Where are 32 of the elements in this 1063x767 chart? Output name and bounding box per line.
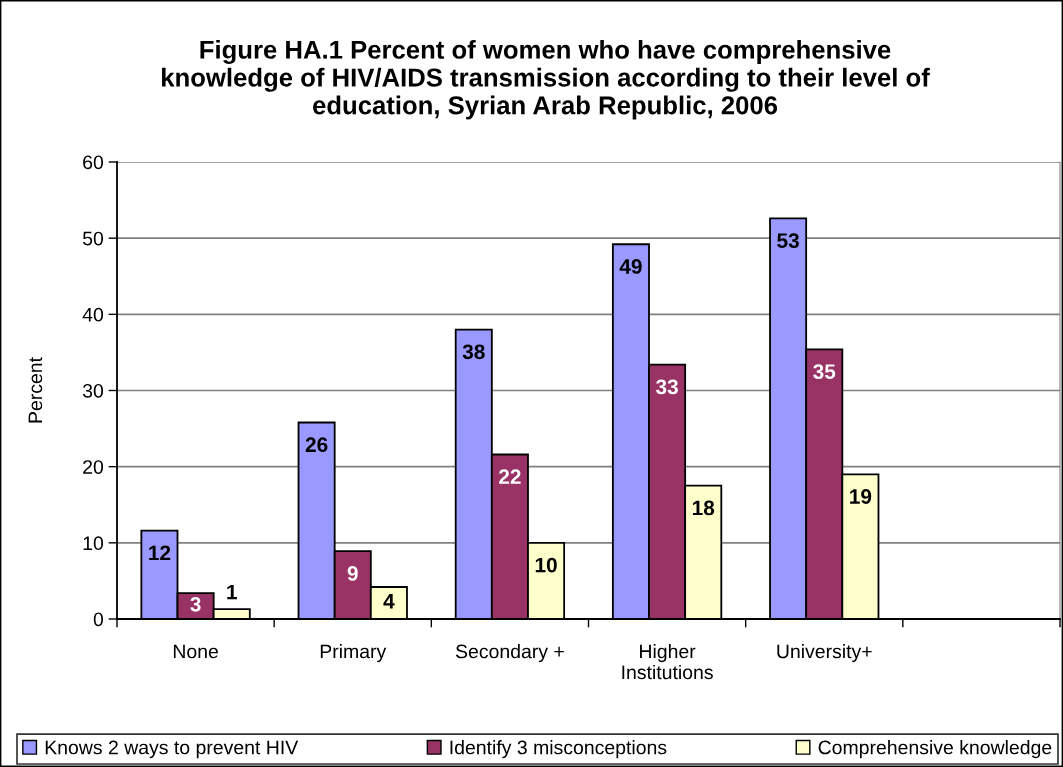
data-label: 49 bbox=[619, 259, 642, 274]
legend-label: Identify 3 misconceptions bbox=[450, 740, 667, 759]
x-tick-label: Primary bbox=[320, 644, 387, 663]
y-tick-label: 40 bbox=[82, 307, 104, 322]
x-tick-label: Higher Institutions bbox=[622, 644, 713, 680]
data-label: 9 bbox=[347, 566, 358, 581]
x-tick-label: None bbox=[173, 644, 218, 659]
y-tick-label: 60 bbox=[83, 155, 104, 170]
data-label: 35 bbox=[813, 364, 836, 379]
chart-title: Figure HA.1 Percent of women who have comprehensive knowledge of HIV/AIDS transmission according to their level of education, Syrian Arab Republic, 2006 bbox=[162, 40, 930, 120]
data-label: 19 bbox=[850, 489, 872, 504]
y-tick-label: 50 bbox=[82, 231, 104, 246]
y-tick-label: 10 bbox=[83, 536, 104, 551]
data-label: 12 bbox=[149, 545, 171, 561]
y-tick-label: 30 bbox=[82, 383, 104, 398]
data-label: 3 bbox=[190, 596, 201, 612]
data-label: 4 bbox=[383, 594, 395, 609]
data-label: 33 bbox=[655, 379, 678, 395]
data-label: 18 bbox=[692, 500, 715, 516]
legend-label: Comprehensive knowledge bbox=[818, 740, 1052, 759]
data-label: 26 bbox=[305, 437, 328, 453]
y-axis-title: Percent bbox=[28, 357, 43, 423]
data-label: 10 bbox=[535, 557, 557, 573]
x-tick-label: University+ bbox=[777, 644, 872, 663]
x-tick-label: Secondary + bbox=[455, 644, 564, 663]
data-label: 1 bbox=[227, 584, 237, 600]
y-tick-label: 0 bbox=[93, 612, 104, 627]
legend-label: Knows 2 ways to prevent HIV bbox=[45, 740, 299, 759]
data-label: 53 bbox=[777, 233, 799, 248]
data-label: 38 bbox=[462, 344, 485, 360]
data-label: 22 bbox=[499, 469, 521, 484]
y-tick-label: 20 bbox=[83, 460, 104, 474]
